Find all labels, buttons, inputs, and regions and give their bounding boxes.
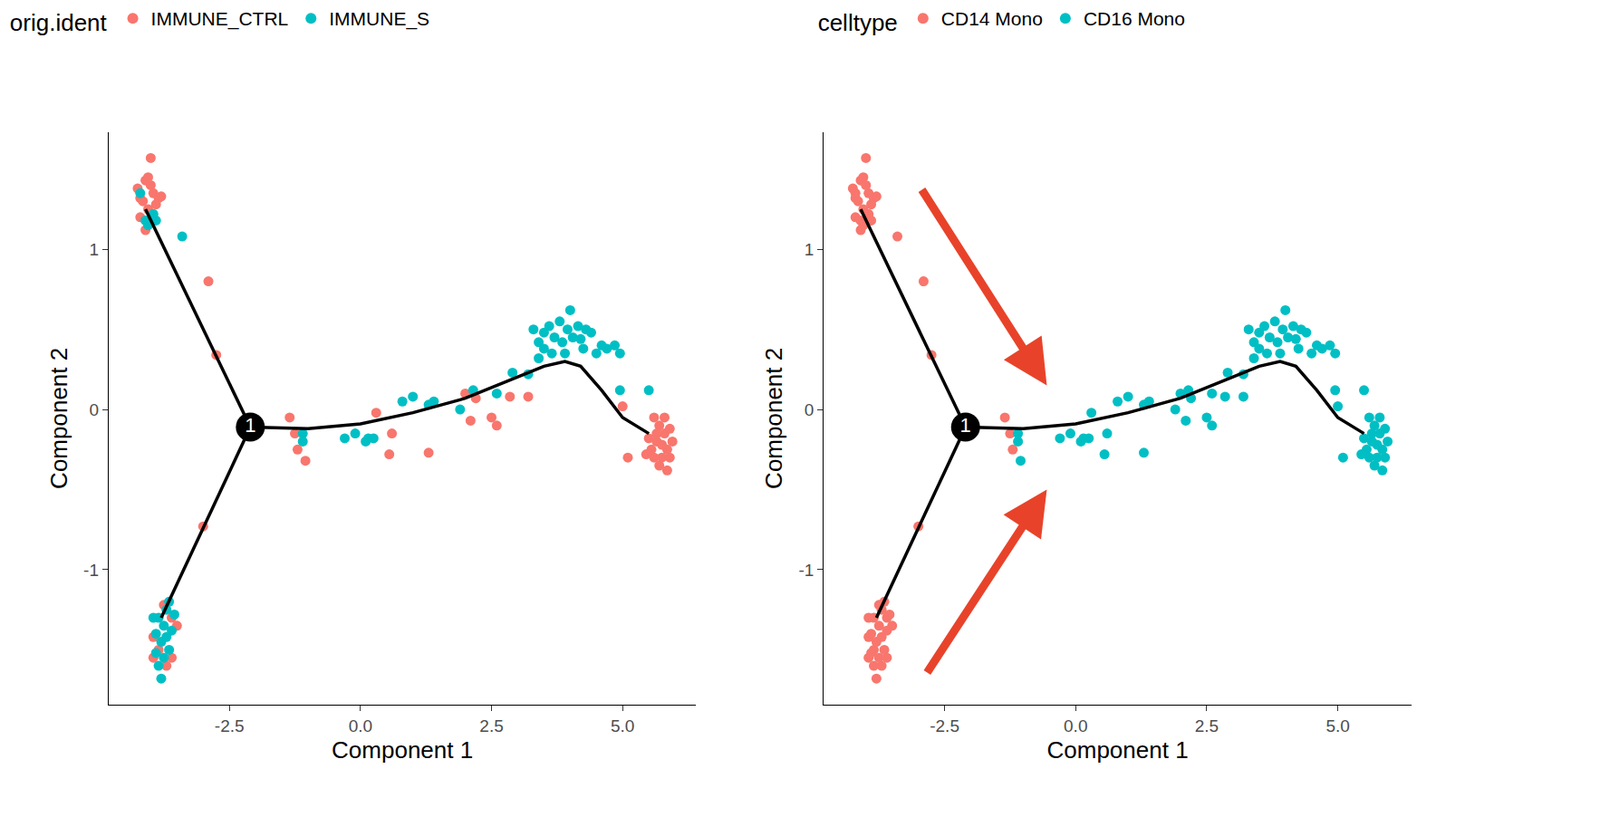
svg-text:CD16 Mono: CD16 Mono	[1083, 8, 1186, 29]
svg-text:5.0: 5.0	[1325, 716, 1350, 736]
svg-text:1: 1	[88, 240, 99, 260]
svg-text:IMMUNE_S: IMMUNE_S	[328, 8, 430, 30]
svg-text:0.0: 0.0	[348, 716, 373, 736]
svg-text:-2.5: -2.5	[214, 716, 245, 736]
svg-text:IMMUNE_CTRL: IMMUNE_CTRL	[151, 8, 290, 30]
svg-text:-2.5: -2.5	[929, 716, 960, 736]
svg-text:0.0: 0.0	[1063, 716, 1088, 736]
svg-text:CD14 Mono: CD14 Mono	[941, 8, 1043, 29]
svg-text:2.5: 2.5	[479, 716, 503, 736]
svg-text:celltype: celltype	[818, 9, 898, 37]
svg-text:Component 1: Component 1	[331, 736, 473, 764]
svg-text:1: 1	[960, 414, 972, 437]
svg-text:1: 1	[804, 240, 815, 260]
svg-text:orig.ident: orig.ident	[9, 9, 108, 37]
svg-text:0: 0	[804, 400, 815, 420]
svg-text:5.0: 5.0	[610, 716, 635, 736]
svg-text:Component 2: Component 2	[45, 347, 73, 490]
svg-text:Component 1: Component 1	[1046, 736, 1188, 764]
svg-text:Component 2: Component 2	[760, 347, 788, 490]
svg-text:-1: -1	[83, 560, 99, 580]
svg-text:-1: -1	[798, 560, 814, 580]
svg-text:2.5: 2.5	[1195, 716, 1219, 736]
svg-text:1: 1	[244, 414, 256, 437]
svg-text:0: 0	[88, 400, 99, 420]
